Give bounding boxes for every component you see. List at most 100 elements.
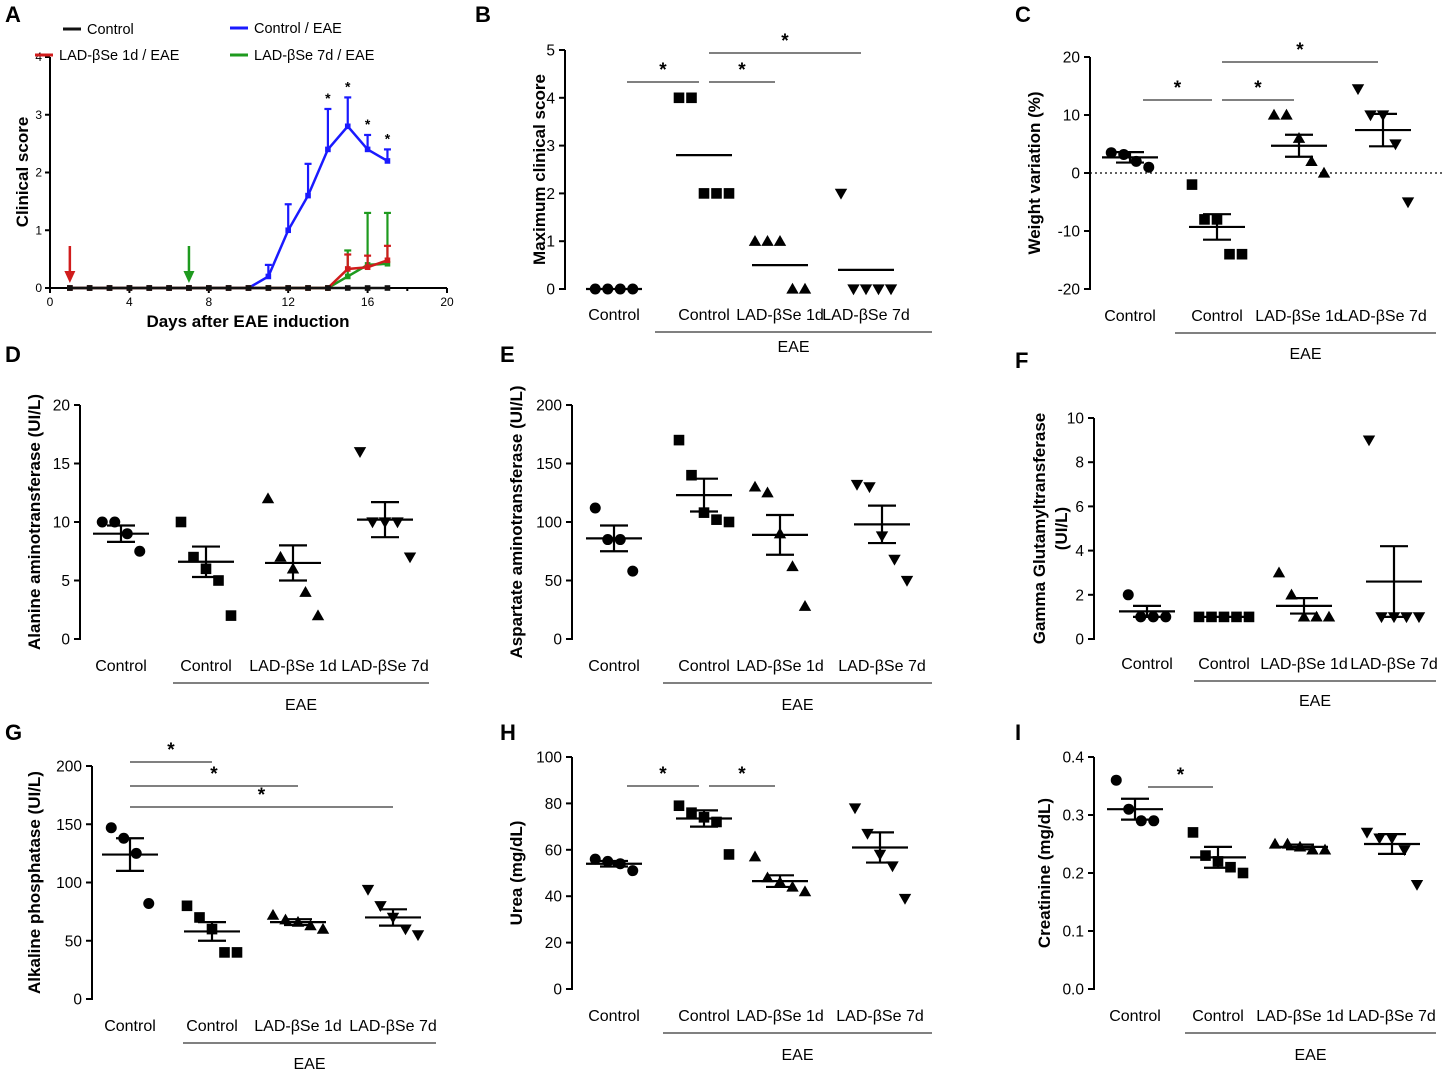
y-tick-label: 0.2: [1062, 866, 1084, 883]
data-point: [1148, 815, 1160, 827]
category-label: LAD-βSe 1d: [736, 658, 823, 675]
data-point: [188, 551, 199, 563]
data-point: [673, 434, 685, 446]
category-label: LAD-βSe 1d: [249, 658, 336, 675]
data-point: [1322, 610, 1336, 622]
data-point: [245, 285, 252, 291]
data-point: [106, 285, 113, 291]
data-point: [1401, 197, 1415, 209]
panel-d: D 0 5 10 15 20 Alanine aminotransferase (UI/L)…: [5, 342, 429, 714]
y-tick-label: 200: [536, 398, 562, 415]
panel-e: E 0 50 100 150 200 Aspartate aminotransferase …: [500, 342, 932, 714]
y-axis-label: Gamma Glutamyltransferase: [1030, 413, 1049, 645]
data-point: [361, 884, 375, 896]
data-point: [311, 609, 325, 621]
category-label: Control: [186, 1018, 238, 1035]
data-point: [316, 922, 330, 934]
data-point: [143, 897, 155, 909]
x-tick-label: 0: [47, 295, 54, 309]
y-tick-label: 0: [1075, 632, 1084, 649]
y-tick-label: 5: [546, 43, 555, 60]
y-tick-label: 8: [1075, 455, 1084, 472]
y-tick-label: 0.1: [1062, 924, 1084, 941]
panel-c: C -20 -10 0 10 20 Weight variation (%) Control C…: [1015, 2, 1443, 363]
data-point: [364, 264, 371, 271]
y-tick-label: 100: [536, 515, 562, 532]
significance-star: *: [210, 764, 218, 785]
data-point: [884, 284, 898, 296]
y-tick-label: 0: [1071, 166, 1080, 183]
y-tick-label: 0: [73, 992, 82, 1009]
panel-label: A: [5, 2, 21, 27]
data-point: [130, 847, 142, 859]
data-point: [1412, 612, 1426, 624]
data-point: [863, 482, 876, 494]
x-axis-label: Days after EAE induction: [146, 312, 349, 331]
significance-star: *: [1296, 40, 1304, 61]
data-point: [786, 560, 799, 572]
panel-f: F 0 2 4 6 8 10 Gamma Glutamyltransferase (UI/L) C…: [1015, 348, 1438, 710]
data-point: [1310, 610, 1323, 622]
data-point: [265, 273, 272, 280]
category-label: Control: [1104, 308, 1156, 325]
data-point: [1187, 827, 1199, 838]
data-point: [711, 816, 722, 828]
panel-label: F: [1015, 348, 1028, 373]
data-point: [353, 447, 367, 458]
y-tick-label: 15: [53, 456, 70, 473]
group-label: EAE: [781, 697, 813, 714]
category-label: LAD-βSe 1d: [736, 1008, 823, 1025]
data-point: [384, 260, 391, 267]
data-point: [206, 285, 212, 291]
data-point: [403, 552, 417, 564]
data-point: [305, 192, 311, 199]
category-label: Control: [678, 658, 730, 675]
y-tick-label: 0.0: [1062, 982, 1084, 999]
data-point: [786, 282, 799, 294]
data-point: [686, 807, 697, 818]
y-tick-label: 0.4: [1062, 750, 1084, 767]
data-point: [872, 284, 885, 296]
significance-star: *: [1174, 78, 1182, 99]
panel-label: H: [500, 720, 516, 745]
data-point: [194, 912, 205, 923]
y-tick-label: 4: [1075, 543, 1084, 560]
data-point: [589, 502, 601, 514]
y-tick-label: 100: [56, 875, 82, 892]
data-point: [834, 188, 848, 200]
y-tick-label: 20: [53, 398, 71, 415]
category-label: Control: [588, 658, 640, 675]
treatment-arrowhead: [64, 271, 76, 283]
y-tick-label: 0: [61, 632, 70, 649]
category-label: Control: [1109, 1008, 1161, 1025]
data-point: [213, 575, 224, 586]
data-point: [325, 146, 331, 153]
data-point: [602, 534, 614, 546]
data-point: [1364, 110, 1377, 122]
data-point: [1297, 610, 1311, 622]
legend-entry: Control: [87, 22, 134, 38]
y-tick-label: 20: [545, 935, 563, 952]
y-tick-label: -20: [1058, 282, 1081, 299]
data-point: [399, 924, 412, 936]
category-label: LAD-βSe 1d: [736, 307, 823, 324]
category-label: Control: [180, 658, 232, 675]
legend-entry: LAD-βSe 1d / EAE: [59, 48, 180, 64]
significance-star: *: [659, 60, 667, 81]
panel-label: C: [1015, 2, 1031, 27]
y-tick-label: 0: [35, 281, 42, 295]
data-point: [748, 480, 762, 492]
data-point: [1285, 588, 1298, 600]
y-tick-label: 4: [546, 90, 555, 107]
panel-b: B 0 1 2 3 4 5 Maximum clinical score Control Cont…: [475, 2, 932, 356]
data-point: [384, 257, 391, 264]
data-point: [1305, 155, 1318, 167]
category-label: Control: [588, 1008, 640, 1025]
data-point: [1200, 850, 1211, 861]
data-point: [411, 930, 425, 942]
data-point: [364, 285, 371, 291]
data-point: [1280, 108, 1293, 120]
y-tick-label: 2: [35, 166, 42, 180]
data-point: [589, 853, 601, 865]
category-label: LAD-βSe 1d: [1260, 656, 1347, 673]
